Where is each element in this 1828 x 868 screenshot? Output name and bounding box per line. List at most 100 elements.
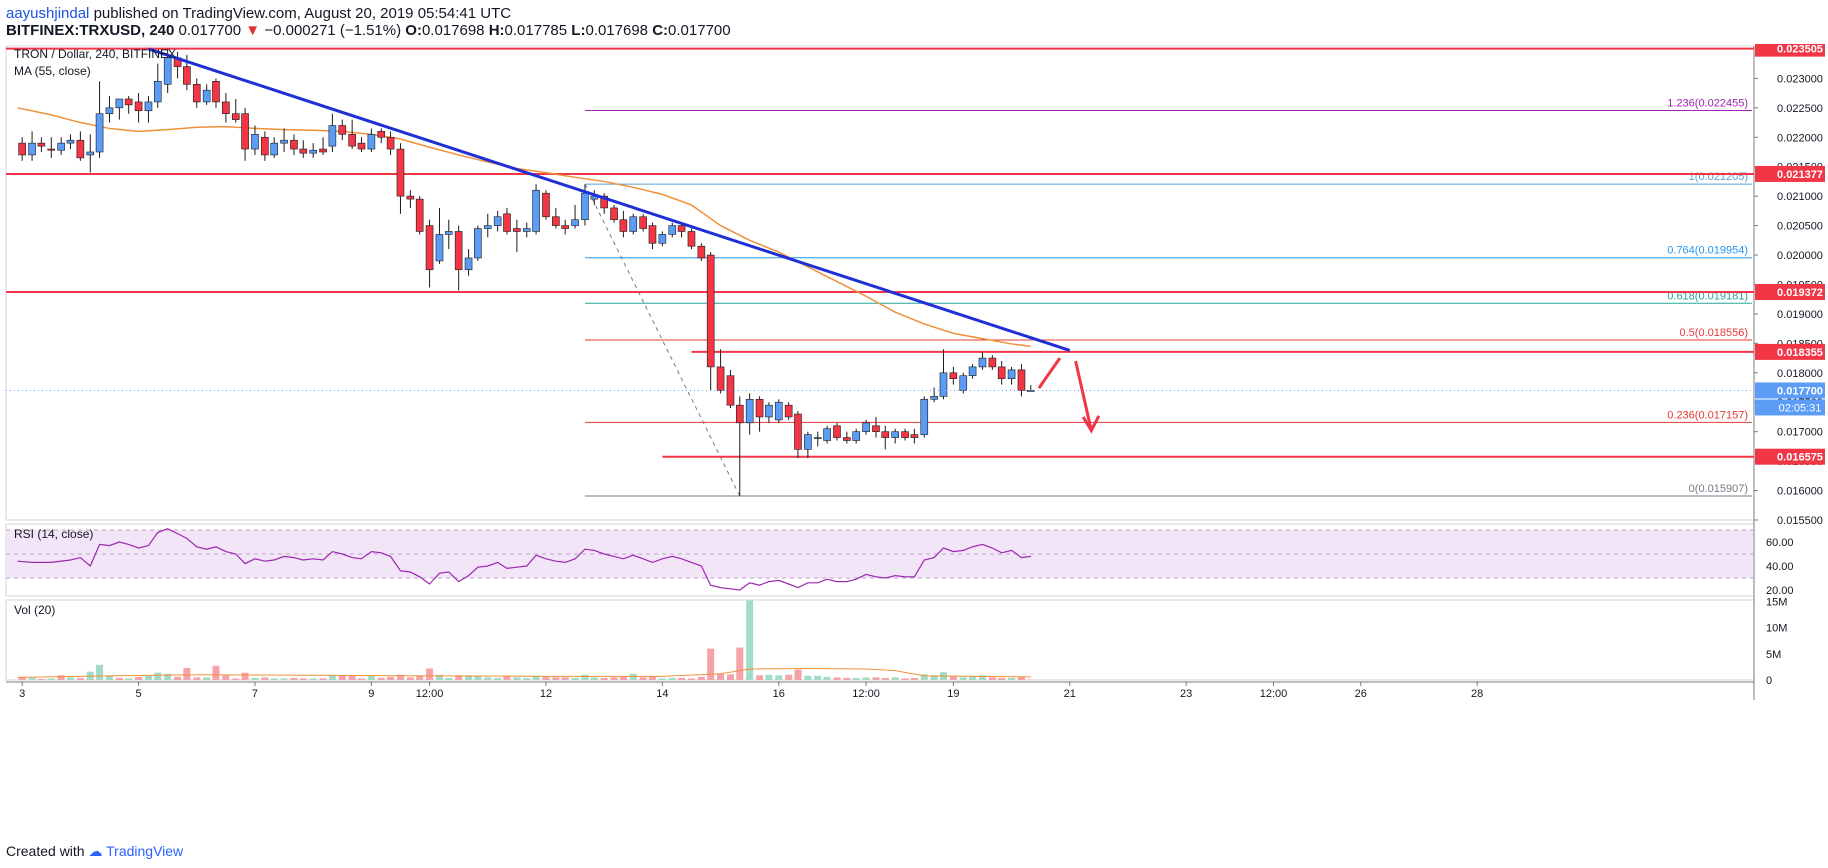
volume-bar [241, 672, 249, 680]
candle-up [435, 234, 444, 262]
chart-canvas[interactable]: 0.0155000.0160000.0165000.0170000.017500… [0, 44, 1828, 843]
volume-bar [96, 664, 104, 680]
volume-bar [270, 678, 278, 680]
tradingview-brand[interactable]: TradingView [106, 843, 184, 859]
price-tick-label: 0.020000 [1777, 250, 1823, 262]
volume-tick-label: 0 [1766, 675, 1772, 687]
time-tick-label: 3 [19, 688, 25, 700]
chart-header: aayushjindal published on TradingView.co… [0, 0, 1828, 44]
candle-up [153, 81, 162, 103]
forecast-down-arrow [1074, 360, 1093, 431]
volume-bar [901, 678, 909, 680]
volume-bar [406, 677, 414, 680]
volume-bar [717, 673, 725, 680]
price-tick-label: 0.018000 [1777, 368, 1823, 380]
candle-up [920, 398, 929, 435]
candle-down [124, 98, 133, 106]
price-tick-label: 0.020500 [1777, 221, 1823, 233]
candle-up [163, 57, 172, 85]
time-tick-label: 12:00 [416, 688, 444, 700]
volume-bar [852, 677, 860, 680]
rsi-tick-label: 40.00 [1766, 561, 1794, 573]
candle-down [677, 225, 686, 232]
volume-bar [251, 677, 259, 680]
price-change: −0.000271 (−1.51%) [264, 22, 402, 39]
candle-up [968, 366, 977, 377]
volume-bar [125, 678, 133, 680]
level-price-tag [1755, 448, 1825, 465]
volume-bar [619, 676, 627, 680]
level-price-tag-label: 0.021377 [1777, 169, 1823, 181]
level-price-tag-label: 0.023505 [1777, 44, 1823, 56]
volume-bar [872, 677, 880, 680]
last-price: 0.017700 [178, 22, 242, 39]
price-tick-label: 0.022000 [1777, 132, 1823, 144]
fib-level-label: 0.236(0.017157) [1667, 409, 1748, 421]
volume-bar [746, 600, 754, 680]
volume-bar [600, 677, 608, 680]
publish-line: aayushjindal published on TradingView.co… [6, 5, 511, 22]
fib-level-label: 1.236(0.022455) [1667, 97, 1748, 109]
price-tick-label: 0.016000 [1777, 486, 1823, 498]
volume-bar [959, 677, 967, 680]
volume-ma-line [17, 667, 1031, 678]
price-tick-label: 0.021000 [1777, 191, 1823, 203]
time-tick-label: 26 [1355, 688, 1367, 700]
candle-down [386, 136, 395, 150]
low-label: L: [571, 22, 586, 39]
volume-bar [513, 677, 521, 680]
volume-bar [455, 675, 463, 680]
volume-bar [765, 674, 773, 680]
candle-down [76, 139, 85, 159]
level-price-tag [1755, 44, 1825, 57]
candle-up [629, 216, 638, 232]
candle-down [619, 219, 628, 232]
author-link[interactable]: aayushjindal [6, 5, 90, 22]
candle-up [862, 422, 870, 432]
ohlc-line: BITFINEX:TRXUSD, 240 0.017700 ▼ −0.00027… [6, 22, 731, 39]
ma-indicator-label: MA (55, close) [14, 64, 91, 78]
volume-bar [503, 675, 511, 680]
candle-up [95, 113, 104, 153]
volume-bar [494, 677, 502, 680]
candle-down [319, 148, 327, 153]
candle-up [251, 134, 259, 150]
volume-bar [174, 676, 182, 680]
candle-down [357, 142, 366, 150]
volume-bar [978, 675, 986, 680]
candle-down [881, 431, 890, 438]
candle-up [1007, 369, 1016, 379]
volume-bar [804, 675, 812, 680]
volume-bar [542, 676, 550, 680]
volume-bar [396, 674, 404, 680]
candle-down [192, 83, 201, 103]
candle-up [658, 234, 667, 244]
volume-bar [658, 678, 666, 680]
volume-bar [532, 675, 540, 680]
candle-down [735, 404, 744, 424]
candle-up [86, 151, 95, 156]
candle-down [833, 425, 841, 438]
candle-down [716, 366, 725, 391]
time-tick-label: 28 [1471, 688, 1483, 700]
candle-down [134, 101, 143, 112]
fib-level-label: 1(0.021205) [1689, 171, 1748, 183]
time-tick-label: 14 [656, 688, 668, 700]
volume-bar [115, 677, 123, 680]
volume-bar [794, 669, 802, 680]
candle-down [396, 148, 405, 197]
time-tick-label: 12:00 [1260, 688, 1288, 700]
candle-down [299, 148, 308, 154]
volume-bar [581, 674, 589, 680]
volume-bar [445, 677, 453, 680]
volume-bar [590, 677, 598, 680]
volume-bar [988, 677, 996, 680]
candle-down [47, 148, 56, 151]
candle-up [144, 101, 153, 112]
volume-bar [1008, 677, 1016, 680]
volume-bar [222, 675, 230, 680]
volume-bar [18, 677, 26, 680]
volume-bar [881, 677, 889, 680]
candle-down [503, 213, 511, 232]
candle-up [66, 139, 75, 144]
